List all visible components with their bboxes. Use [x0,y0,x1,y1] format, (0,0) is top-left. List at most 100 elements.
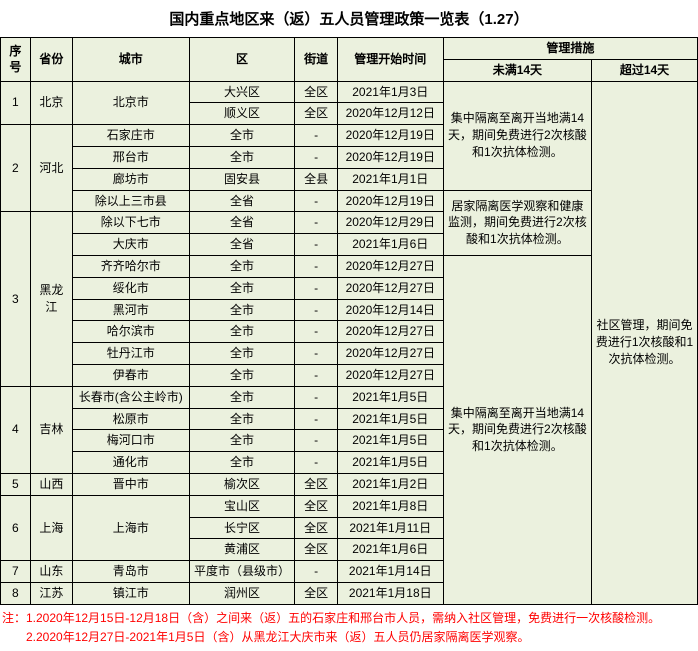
cell-district: 润州区 [189,582,295,604]
cell-seq: 2 [1,125,31,212]
th-seq: 序号 [1,38,31,82]
cell-province: 山西 [30,473,72,495]
cell-district: 黄浦区 [189,539,295,561]
cell-measure-a: 集中隔离至离开当地满14天，期间免费进行2次核酸和1次抗体检测。 [443,81,591,190]
cell-province: 江苏 [30,582,72,604]
cell-seq: 1 [1,81,31,125]
cell-city: 青岛市 [73,561,190,583]
cell-over14: 社区管理，期间免费进行1次核酸和1次抗体检测。 [592,81,698,604]
cell-street: - [295,561,337,583]
cell-date: 2021年1月8日 [337,495,443,517]
cell-city: 哈尔滨市 [73,321,190,343]
cell-street: - [295,321,337,343]
cell-city: 伊春市 [73,364,190,386]
cell-measure-b: 居家隔离医学观察和健康监测，期间免费进行2次核酸和1次抗体检测。 [443,190,591,255]
cell-province: 北京 [30,81,72,125]
cell-city: 除以下七市 [73,212,190,234]
th-over14: 超过14天 [592,59,698,81]
cell-district: 全市 [189,408,295,430]
cell-district: 全市 [189,386,295,408]
cell-district: 长宁区 [189,517,295,539]
cell-province: 黑龙江 [30,212,72,386]
cell-city: 上海市 [73,495,190,560]
cell-city: 绥化市 [73,277,190,299]
cell-district: 大兴区 [189,81,295,103]
cell-province: 吉林 [30,386,72,473]
cell-seq: 8 [1,582,31,604]
th-district: 区 [189,38,295,82]
cell-city: 松原市 [73,408,190,430]
cell-date: 2021年1月5日 [337,386,443,408]
cell-date: 2021年1月6日 [337,234,443,256]
cell-city: 黑河市 [73,299,190,321]
cell-date: 2020年12月14日 [337,299,443,321]
cell-district: 全市 [189,343,295,365]
cell-street: - [295,299,337,321]
footnotes: 注：1.2020年12月15日-12月18日（含）之间来（返）五的石家庄和邢台市… [0,605,698,651]
cell-province: 河北 [30,125,72,212]
cell-street: 全区 [295,103,337,125]
cell-street: - [295,364,337,386]
cell-province: 山东 [30,561,72,583]
page-title: 国内重点地区来（返）五人员管理政策一览表（1.27） [0,0,698,37]
cell-district: 固安县 [189,168,295,190]
cell-date: 2021年1月2日 [337,473,443,495]
note-1: 注：1.2020年12月15日-12月18日（含）之间来（返）五的石家庄和邢台市… [2,609,696,628]
cell-street: 全区 [295,81,337,103]
cell-city: 梅河口市 [73,430,190,452]
cell-date: 2021年1月18日 [337,582,443,604]
cell-city: 北京市 [73,81,190,125]
cell-date: 2021年1月3日 [337,81,443,103]
cell-district: 全市 [189,452,295,474]
cell-district: 全省 [189,212,295,234]
cell-city: 齐齐哈尔市 [73,255,190,277]
cell-district: 全市 [189,321,295,343]
cell-city: 石家庄市 [73,125,190,147]
cell-district: 全省 [189,190,295,212]
cell-date: 2021年1月5日 [337,452,443,474]
cell-street: - [295,452,337,474]
cell-district: 宝山区 [189,495,295,517]
note-2: 2.2020年12月27日-2021年1月5日（含）从黑龙江大庆市来（返）五人员… [2,628,696,647]
cell-city: 镇江市 [73,582,190,604]
cell-street: - [295,386,337,408]
cell-street: - [295,255,337,277]
cell-street: - [295,277,337,299]
cell-city: 晋中市 [73,473,190,495]
cell-city: 长春市(含公主岭市) [73,386,190,408]
cell-district: 全市 [189,277,295,299]
cell-street: - [295,212,337,234]
cell-province: 上海 [30,495,72,560]
cell-street: 全区 [295,473,337,495]
cell-street: - [295,146,337,168]
th-street: 街道 [295,38,337,82]
cell-street: 全区 [295,517,337,539]
policy-table: 序号 省份 城市 区 街道 管理开始时间 管理措施 未满14天 超过14天 1北… [0,37,698,605]
cell-date: 2021年1月5日 [337,408,443,430]
cell-date: 2020年12月27日 [337,321,443,343]
cell-street: - [295,125,337,147]
cell-street: 全区 [295,495,337,517]
cell-date: 2020年12月12日 [337,103,443,125]
cell-date: 2020年12月19日 [337,190,443,212]
cell-date: 2020年12月27日 [337,343,443,365]
cell-date: 2020年12月27日 [337,277,443,299]
th-measures: 管理措施 [443,38,697,60]
cell-city: 通化市 [73,452,190,474]
cell-date: 2021年1月11日 [337,517,443,539]
cell-street: - [295,430,337,452]
cell-seq: 5 [1,473,31,495]
cell-date: 2021年1月1日 [337,168,443,190]
cell-date: 2020年12月29日 [337,212,443,234]
cell-seq: 6 [1,495,31,560]
cell-date: 2020年12月19日 [337,146,443,168]
th-under14: 未满14天 [443,59,591,81]
cell-date: 2021年1月5日 [337,430,443,452]
cell-city: 廊坊市 [73,168,190,190]
cell-measure-c: 集中隔离至离开当地满14天，期间免费进行2次核酸和1次抗体检测。 [443,255,591,604]
cell-street: - [295,408,337,430]
cell-street: 全区 [295,582,337,604]
cell-city: 牡丹江市 [73,343,190,365]
th-province: 省份 [30,38,72,82]
cell-district: 平度市（县级市） [189,561,295,583]
